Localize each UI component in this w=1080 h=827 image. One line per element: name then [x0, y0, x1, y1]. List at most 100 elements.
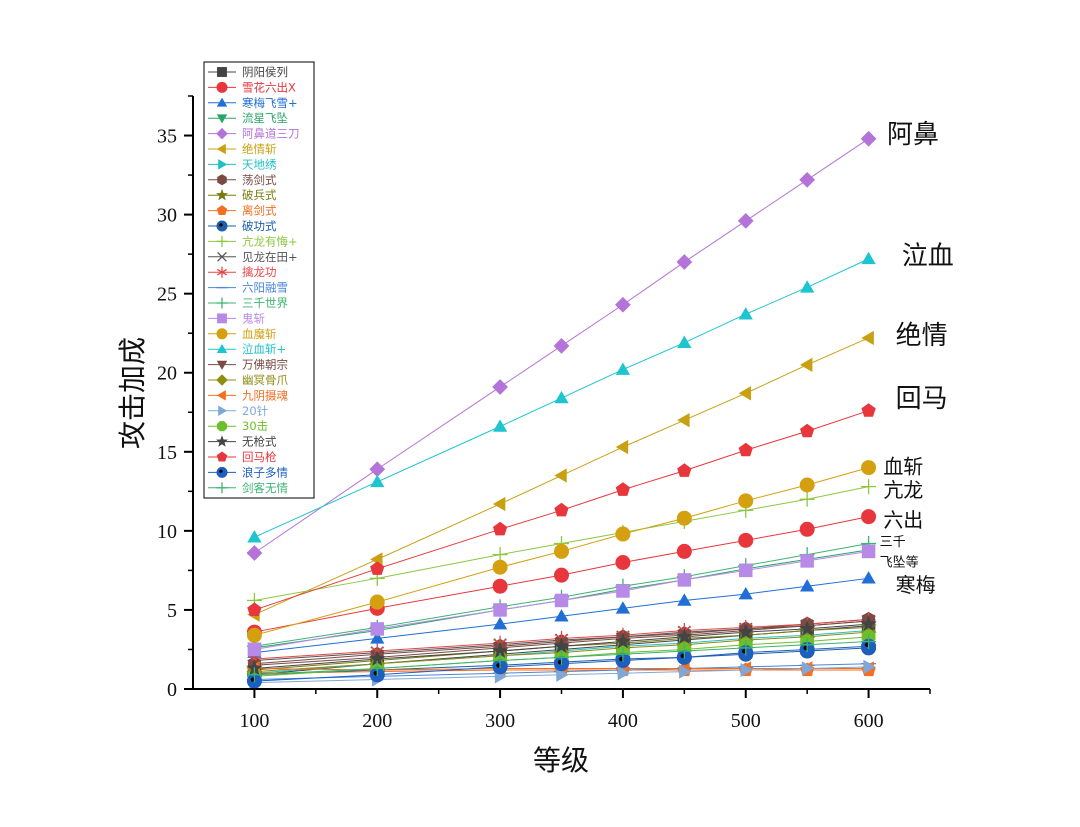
data-point: [615, 526, 631, 542]
data-point: [800, 357, 813, 372]
legend-marker: [216, 451, 228, 462]
legend-marker: [217, 67, 227, 77]
legend-marker: [216, 360, 228, 370]
data-point: [553, 337, 570, 354]
data-point: [556, 667, 569, 682]
data-point: [492, 419, 508, 432]
data-point: [617, 666, 631, 681]
legend-marker: [216, 390, 226, 401]
legend-label: 血魔斩: [242, 327, 277, 341]
data-point: [246, 627, 262, 643]
data-point: [370, 622, 384, 636]
data-point: [799, 521, 815, 537]
data-point: [738, 640, 754, 656]
data-point: [616, 584, 630, 598]
legend-label: 亢龙有悔+: [242, 234, 298, 248]
series-markers: [246, 130, 877, 690]
annotation: 泣血: [902, 242, 954, 272]
annotation: 亢龙: [883, 478, 923, 502]
data-point: [676, 254, 693, 270]
legend-marker: [216, 466, 228, 478]
annotation: 飞坠等: [880, 555, 919, 571]
legend-label: 阴阳侯列: [242, 65, 288, 79]
data-point: [554, 390, 569, 404]
data-point: [739, 563, 753, 578]
y-axis-title: 攻击加成: [116, 337, 149, 449]
legend-label: 荡剑式: [242, 173, 277, 187]
legend-label: 见龙在田+: [242, 250, 298, 264]
data-point: [676, 643, 692, 659]
legend-label: 浪子多情: [242, 465, 288, 479]
data-point: [679, 664, 692, 679]
data-point: [369, 650, 386, 666]
data-point: [492, 521, 508, 536]
y-tick-label: 0: [167, 679, 177, 701]
data-point: [860, 130, 877, 147]
data-point: [615, 482, 631, 496]
data-point: [738, 587, 753, 600]
x-tick-label: 500: [731, 710, 761, 732]
data-point: [861, 479, 877, 495]
data-point: [247, 530, 262, 543]
legend-label: 天地绣: [242, 157, 277, 171]
data-point: [493, 603, 507, 617]
legend-marker: [216, 374, 228, 386]
legend-marker: [216, 343, 228, 354]
data-point: [677, 335, 692, 348]
x-tick-label: 100: [239, 710, 269, 732]
y-tick-label: 20: [157, 363, 177, 385]
data-point: [369, 660, 385, 676]
legend-label: 擒龙功: [242, 265, 277, 279]
legend-label: 三千世界: [242, 296, 288, 310]
legend-marker: [217, 174, 227, 186]
annotation: 寒梅: [896, 573, 936, 597]
data-point: [738, 493, 754, 509]
legend-marker: [217, 313, 227, 324]
x-ticks: 100 200 300 400 500 600: [239, 689, 931, 732]
legend-marker: [217, 251, 227, 262]
data-point: [677, 463, 692, 477]
data-point: [861, 634, 877, 650]
legend-marker: [218, 405, 228, 417]
legend-marker: [215, 188, 229, 201]
legend-label: 九阴摄魂: [242, 388, 288, 402]
data-point: [492, 578, 508, 594]
data-point: [554, 543, 569, 559]
axes: 100 200 300 400 500 600 0 5 10 15 20 25 30 35 等级 攻击加…: [116, 95, 931, 777]
data-point: [738, 386, 751, 401]
legend-label: 破兵式: [242, 188, 277, 202]
data-point: [615, 646, 631, 662]
y-tick-label: 15: [157, 442, 177, 464]
legend-marker: [216, 266, 228, 278]
data-point: [246, 667, 262, 683]
annotation: 绝情: [896, 321, 948, 351]
x-tick-label: 300: [485, 710, 515, 732]
data-point: [491, 642, 509, 659]
data-point: [615, 554, 631, 570]
data-point: [861, 460, 877, 476]
legend-label: 寒梅飞雪+: [242, 96, 298, 110]
data-point: [246, 545, 263, 561]
y-ticks: 0 5 10 15 20 25 30 35: [157, 95, 193, 701]
data-point: [492, 617, 508, 630]
data-point: [737, 623, 754, 640]
legend-label: 离剑式: [242, 204, 277, 218]
data-point: [676, 543, 692, 559]
legend-label: 阿鼻道三刀: [242, 127, 300, 141]
legend-label: 20针: [242, 404, 268, 418]
legend-label: 泣血斩+: [242, 342, 286, 356]
legend-label: 绝情斩: [242, 142, 277, 156]
legend-label: 六阳融雪: [242, 281, 288, 295]
data-point: [738, 307, 753, 320]
data-point: [615, 601, 631, 614]
data-point: [738, 442, 753, 457]
data-point: [554, 468, 567, 483]
y-tick-label: 30: [157, 205, 177, 227]
legend-marker: [216, 81, 228, 93]
data-point: [492, 547, 508, 563]
data-point: [492, 379, 508, 395]
legend-marker: [216, 205, 228, 216]
legend-label: 30击: [242, 419, 268, 433]
